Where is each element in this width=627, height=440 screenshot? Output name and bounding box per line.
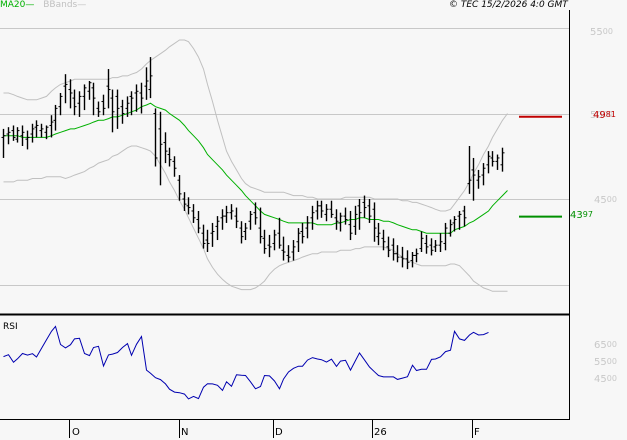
bollinger-bands <box>3 39 508 292</box>
rsi-label-45: 4500 <box>594 374 617 385</box>
chart-legend: MA20— BBands— <box>0 0 86 11</box>
rsi-label-55: 5500 <box>594 357 617 368</box>
rsi-line <box>3 325 489 400</box>
resistance-label: 4981 <box>593 110 616 121</box>
x-label-nov: N <box>181 427 189 438</box>
x-label-2026: 26 <box>374 427 387 438</box>
price-gridlines <box>0 28 569 286</box>
support-label: 4397 <box>570 210 593 221</box>
level-markers <box>519 115 562 218</box>
x-label-oct: O <box>72 427 80 438</box>
price-bars <box>1 57 505 270</box>
price-label-45: 4500 <box>594 195 617 206</box>
legend-ma20: MA20— <box>0 0 35 10</box>
price-label-50: 5000 <box>590 110 613 121</box>
x-label-feb: F <box>474 427 480 438</box>
x-label-dec: D <box>275 427 283 438</box>
legend-bbands: BBands— <box>43 0 87 10</box>
chart-frame <box>0 10 570 438</box>
rsi-title: RSI <box>3 322 18 332</box>
price-label-55: 5500 <box>590 27 613 38</box>
rsi-label-65: 6500 <box>594 340 617 351</box>
copyright-text: © TEC 15/2/2026 4:0 GMT <box>449 0 568 10</box>
